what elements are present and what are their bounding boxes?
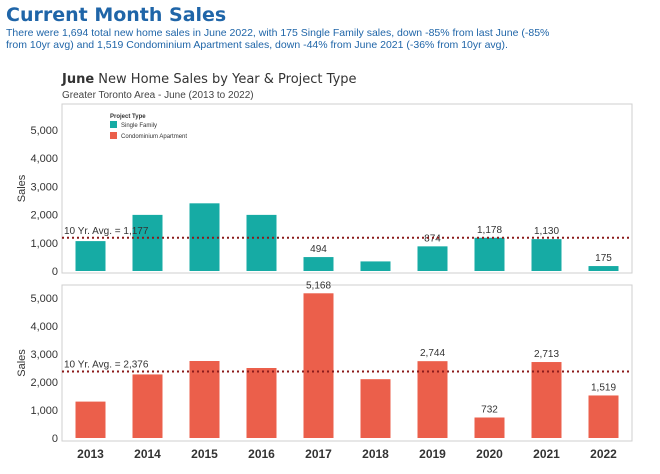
panel-frame	[61, 103, 633, 274]
bar-2016	[246, 214, 277, 271]
legend-title: Project Type	[110, 114, 146, 120]
bar-2020	[474, 237, 505, 271]
summary-text: There were 1,694 total new home sales in…	[6, 27, 550, 51]
bar-2013	[75, 241, 106, 271]
legend-swatch-1	[110, 132, 117, 139]
data-label: 1,130	[534, 226, 559, 237]
average-label: 10 Yr. Avg. = 2,376	[64, 359, 149, 370]
x-tick-label: 2016	[248, 447, 275, 461]
page-title: Current Month Sales	[6, 4, 227, 26]
x-tick-label: 2019	[419, 447, 446, 461]
legend-label: Condominium Apartment	[121, 134, 187, 140]
bar-2021	[531, 239, 562, 271]
legend-label: Single Family	[121, 123, 157, 129]
data-label: 175	[595, 253, 612, 264]
x-tick-label: 2021	[533, 447, 560, 461]
y-tick-label: 0	[52, 266, 58, 278]
x-tick-label: 2013	[77, 447, 104, 461]
data-label: 1,519	[591, 382, 616, 393]
bar-2015	[189, 361, 220, 438]
y-tick-label: 4,000	[30, 321, 58, 333]
chart-title-rest: New Home Sales by Year & Project Type	[94, 72, 357, 87]
chart-subtitle: Greater Toronto Area - June (2013 to 202…	[62, 90, 254, 101]
legend-swatch-0	[110, 121, 117, 128]
y-tick-label: 5,000	[30, 293, 58, 305]
panel-frame	[61, 284, 633, 442]
bar-2016	[246, 368, 277, 438]
data-label: 732	[481, 405, 498, 416]
bar-2018	[360, 261, 391, 271]
data-label: 494	[310, 244, 327, 255]
data-label: 5,168	[306, 280, 331, 291]
y-tick-label: 1,000	[30, 238, 58, 250]
y-tick-label: 4,000	[30, 153, 58, 165]
x-tick-label: 2018	[362, 447, 389, 461]
bar-2022	[588, 266, 619, 271]
bar-2019	[417, 361, 448, 438]
y-tick-label: 1,000	[30, 405, 58, 417]
bar-2020	[474, 417, 505, 438]
y-tick-label: 2,000	[30, 377, 58, 389]
x-tick-label: 2017	[305, 447, 332, 461]
bar-2022	[588, 395, 619, 438]
x-tick-label: 2022	[590, 447, 617, 461]
bar-2014	[132, 374, 163, 438]
x-tick-label: 2014	[134, 447, 161, 461]
y-tick-label: 3,000	[30, 181, 58, 193]
data-label: 1,178	[477, 225, 502, 236]
y-tick-label: 3,000	[30, 349, 58, 361]
bar-2017	[303, 257, 334, 271]
y-tick-label: 2,000	[30, 210, 58, 222]
average-label: 10 Yr. Avg. = 1,177	[64, 226, 149, 237]
bar-2013	[75, 401, 106, 438]
data-label: 874	[424, 233, 441, 244]
bar-2014	[132, 214, 163, 271]
bar-2018	[360, 379, 391, 438]
y-axis-label: Sales	[16, 349, 28, 377]
data-label: 2,744	[420, 348, 445, 359]
y-axis-label: Sales	[16, 174, 28, 202]
data-label: 2,713	[534, 349, 559, 360]
chart-title: June New Home Sales by Year & Project Ty…	[62, 72, 357, 87]
y-tick-label: 5,000	[30, 125, 58, 137]
y-tick-label: 0	[52, 433, 58, 445]
chart-title-month: June	[62, 72, 95, 87]
bar-2019	[417, 246, 448, 271]
bar-2021	[531, 362, 562, 438]
x-tick-label: 2020	[476, 447, 503, 461]
bar-2015	[189, 203, 220, 271]
x-tick-label: 2015	[191, 447, 218, 461]
bar-2017	[303, 293, 334, 438]
